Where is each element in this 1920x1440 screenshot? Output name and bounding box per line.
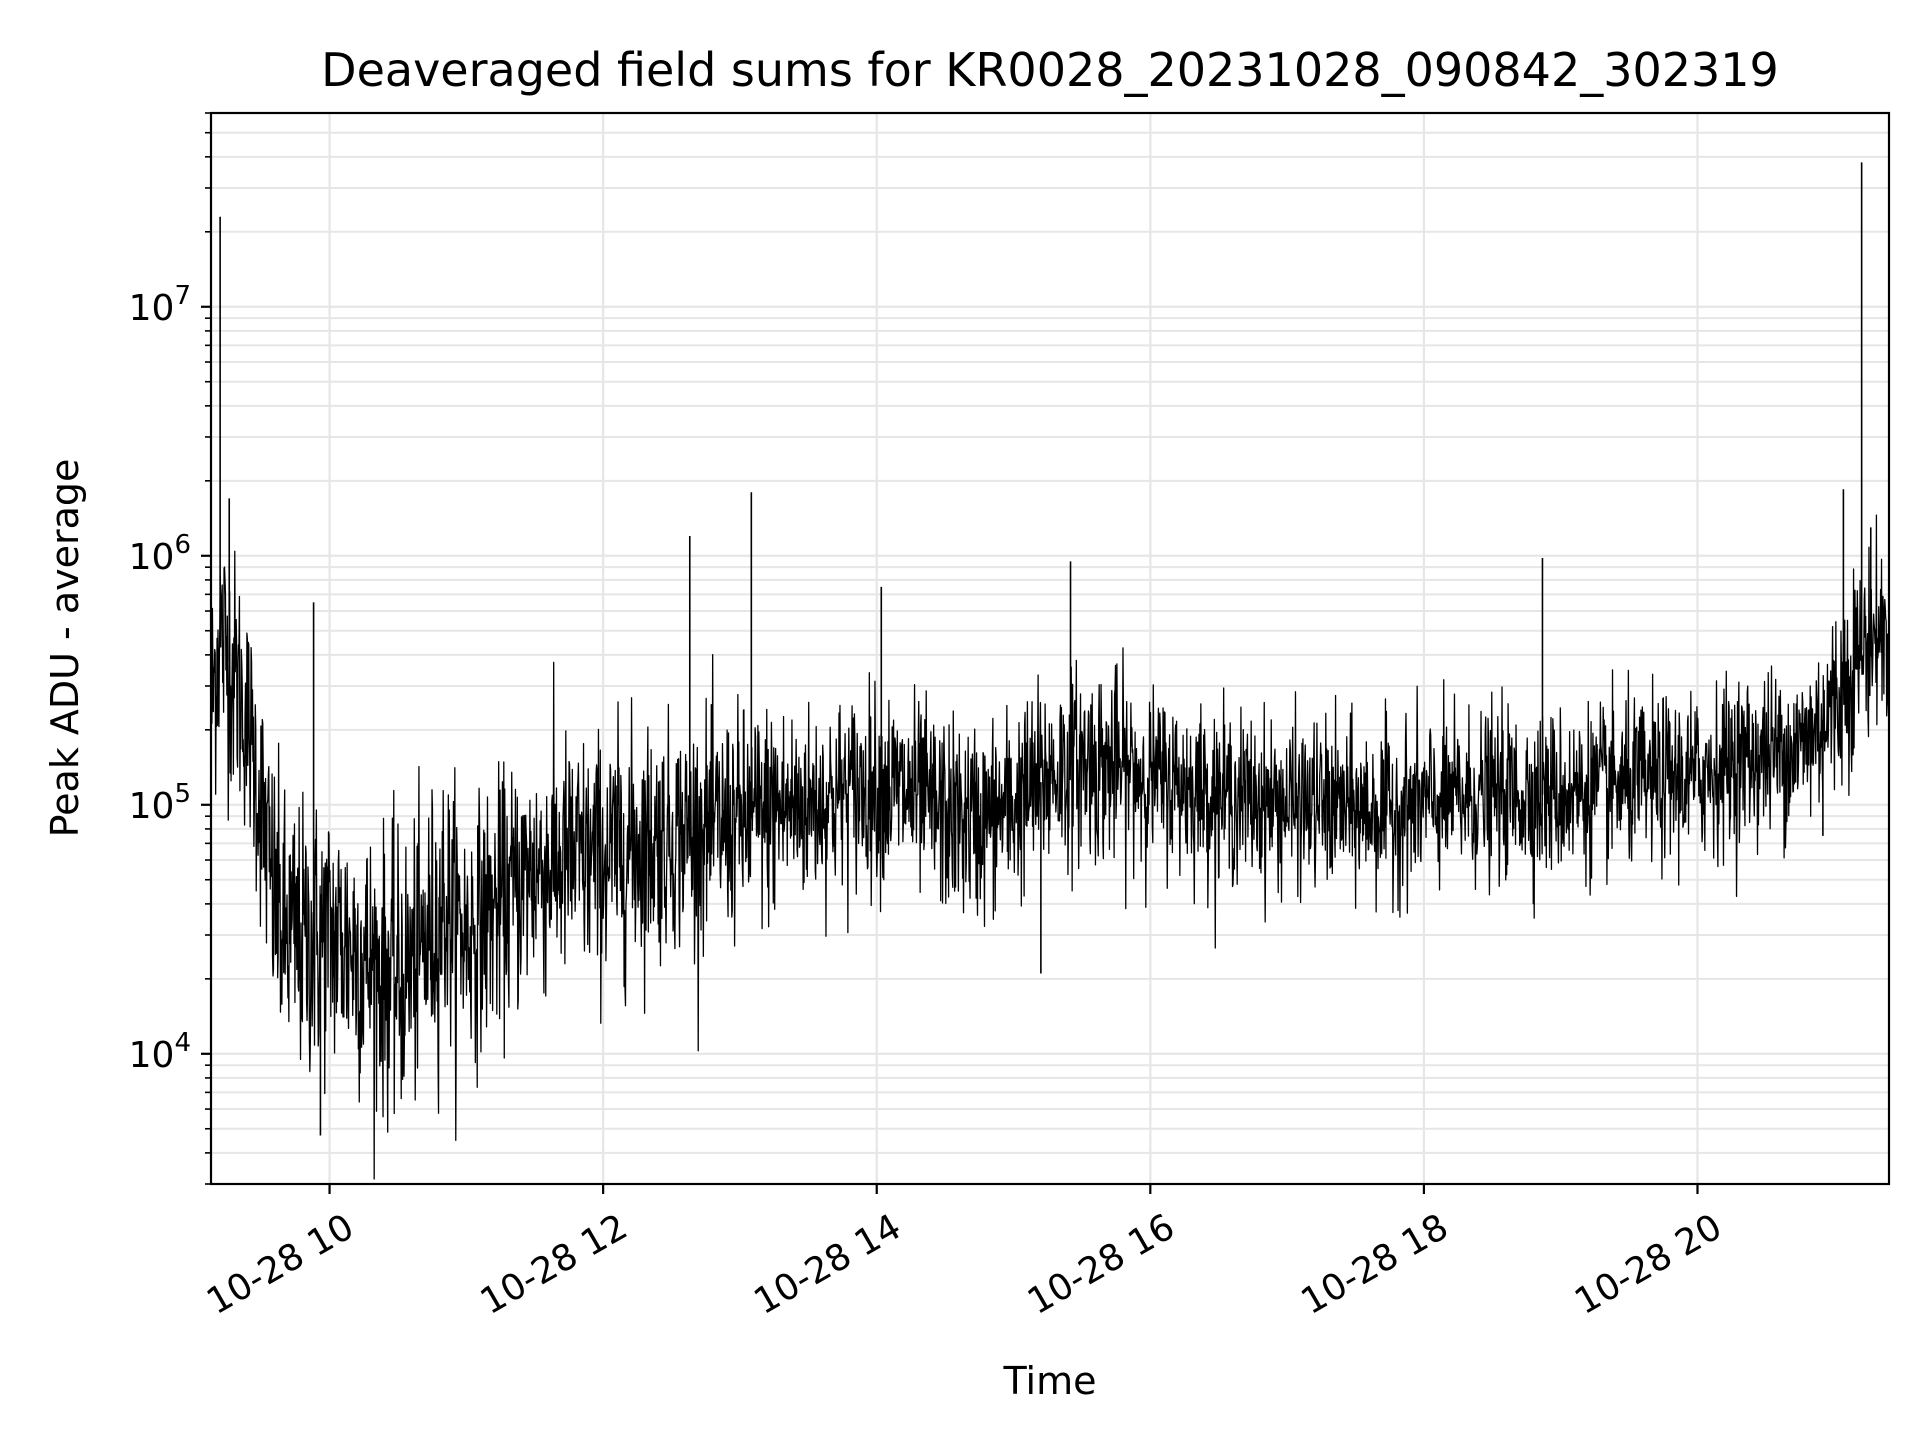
y-tick-label: 105 <box>129 779 191 827</box>
series-line <box>210 514 1890 1180</box>
data-layer <box>210 162 1890 1180</box>
y-tick-label: 107 <box>129 281 191 329</box>
plot-frame <box>209 111 1891 1186</box>
x-axis-label: Time <box>1003 1359 1097 1403</box>
y-axis: 104 105 106 107 <box>129 112 211 1185</box>
y-axis-label: Peak ADU - average <box>43 459 87 838</box>
y-tick-label: 104 <box>129 1028 191 1076</box>
chart-title: Deaveraged field sums for KR0028_2023102… <box>321 43 1779 97</box>
y-tick-label: 106 <box>129 530 191 578</box>
